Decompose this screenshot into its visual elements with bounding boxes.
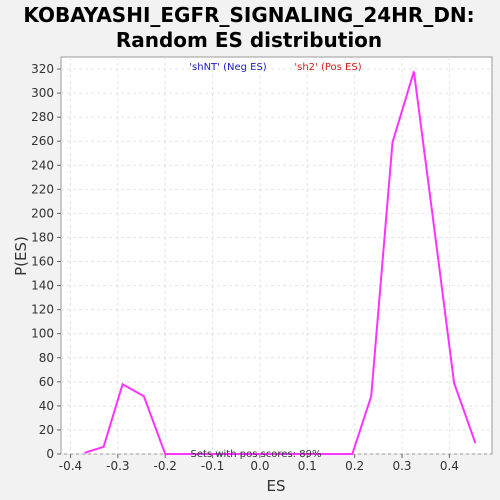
pos-scores-annotation: Sets with pos scores: 89% [191,449,322,460]
y-tick-label: 0 [46,447,54,461]
grid [61,57,492,455]
y-tick-label: 280 [31,110,54,124]
y-tick-label: 140 [31,279,54,293]
y-tick-label: 20 [39,423,54,437]
y-tick-label: 120 [31,303,54,317]
x-tick-label: 0.0 [250,459,269,473]
y-axis-label: P(ES) [12,236,30,276]
x-tick-label: 0.2 [345,459,364,473]
y-tick-label: 320 [31,62,54,76]
legend-entry-pos: 'sh2' (Pos ES) [294,62,361,73]
chart-title-line1: KOBAYASHI_EGFR_SIGNALING_24HR_DN: [23,3,474,27]
y-tick-label: 100 [31,327,54,341]
y-tick-label: 40 [39,399,54,413]
x-tick-label: -0.1 [201,459,224,473]
y-tick-label: 240 [31,158,54,172]
legend-entry-neg: 'shNT' (Neg ES) [189,62,267,73]
y-tick-label: 80 [39,351,54,365]
x-tick-label: 0.3 [392,459,411,473]
series-layer [84,71,477,455]
x-tick-label: 0.4 [440,459,459,473]
x-tick-label: 0.1 [298,459,317,473]
y-tick-label: 200 [31,206,54,220]
y-tick-label: 60 [39,375,54,389]
y-tick-label: 220 [31,182,54,196]
es-distribution-line [84,71,477,455]
x-tick-label: -0.3 [106,459,129,473]
x-tick-label: -0.2 [153,459,176,473]
plot-area [60,56,493,455]
axis-ticks: -0.4 -0.3 -0.2 -0.1 0.0 0.1 0.2 0.3 0.4 0 20 40 60 80… [31,62,459,473]
y-tick-label: 260 [31,134,54,148]
y-tick-label: 160 [31,255,54,269]
y-tick-label: 300 [31,86,54,100]
chart-title-line2: Random ES distribution [116,28,382,52]
x-tick-label: -0.4 [59,459,82,473]
x-axis-label: ES [267,477,286,495]
y-tick-label: 180 [31,230,54,244]
